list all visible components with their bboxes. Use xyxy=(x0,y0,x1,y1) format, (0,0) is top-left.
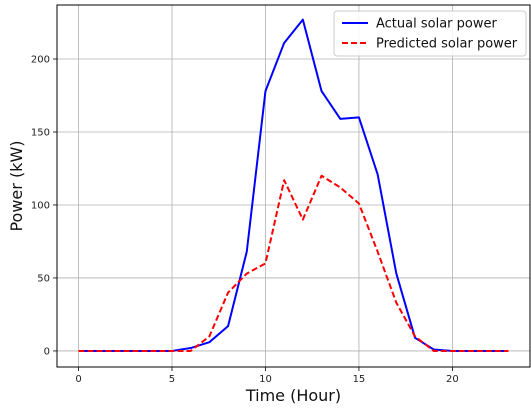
x-tick-label: 0 xyxy=(75,374,81,385)
predicted-power-line xyxy=(78,174,509,352)
legend-box xyxy=(333,10,527,57)
y-tick-label: 50 xyxy=(37,273,50,284)
x-tick-label: 15 xyxy=(353,374,366,385)
x-tick-label: 5 xyxy=(169,374,175,385)
y-tick-label: 0 xyxy=(44,346,50,357)
plot-frame xyxy=(56,4,531,368)
legend-label-actual: Actual solar power xyxy=(376,17,497,32)
series-lines xyxy=(78,18,509,352)
x-tick-label: 20 xyxy=(446,374,459,385)
x-axis-label: Time (Hour) xyxy=(245,386,341,405)
y-tick-label: 150 xyxy=(31,127,50,138)
legend: Actual solar power Predicted solar power xyxy=(333,10,527,57)
y-axis-label: Power (kW) xyxy=(7,140,26,231)
y-tick-label: 200 xyxy=(31,55,50,66)
x-tick-label: 10 xyxy=(259,374,272,385)
y-tick-label: 100 xyxy=(31,200,50,211)
legend-label-predicted: Predicted solar power xyxy=(376,37,518,52)
actual-power-line xyxy=(78,18,509,352)
grid-lines xyxy=(57,5,530,367)
